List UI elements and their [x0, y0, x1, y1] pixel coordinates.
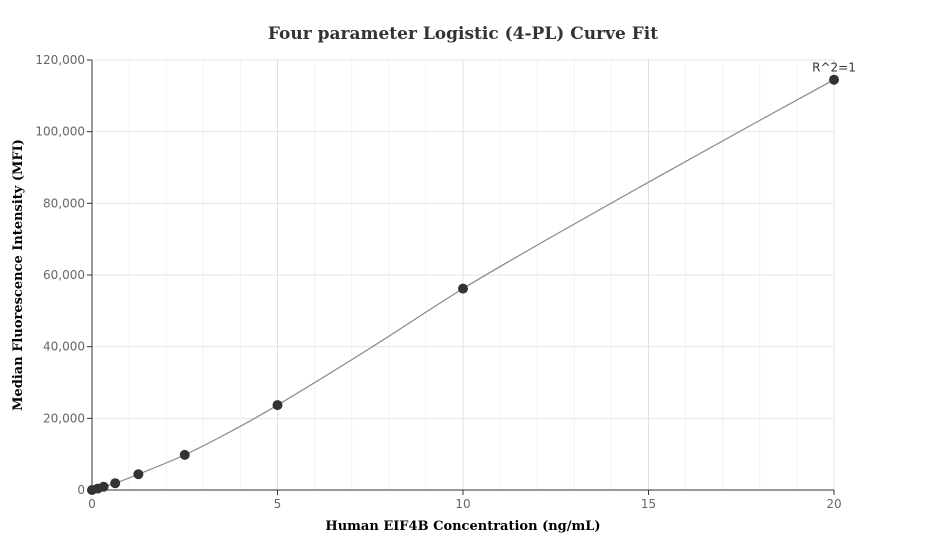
- x-tick-label: 20: [826, 497, 841, 511]
- x-tick-label: 10: [455, 497, 470, 511]
- x-tick-label: 15: [641, 497, 656, 511]
- x-tick-label: 0: [88, 497, 96, 511]
- tick-labels: 0 5 10 15 20 0 20,000 40,000 60,000 80,000 100,000…: [35, 53, 841, 511]
- data-point[interactable]: [179, 449, 190, 460]
- y-tick-label: 0: [77, 483, 85, 497]
- data-point[interactable]: [458, 283, 468, 294]
- y-tick-label: 40,000: [43, 340, 85, 354]
- y-axis-title: Median Fluorescence Intensity (MFI): [11, 139, 26, 411]
- y-tick-label: 120,000: [35, 53, 85, 67]
- data-point[interactable]: [133, 469, 144, 480]
- chart-title: Four parameter Logistic (4-PL) Curve Fit: [268, 24, 658, 44]
- y-tick-label: 60,000: [43, 268, 85, 282]
- y-tick-label: 100,000: [35, 125, 85, 139]
- r-squared-annotation: R^2=1: [812, 61, 856, 75]
- data-point[interactable]: [98, 481, 109, 492]
- y-tick-label: 20,000: [43, 411, 85, 425]
- data-point[interactable]: [272, 400, 283, 411]
- data-point[interactable]: [110, 478, 121, 489]
- x-tick-label: 5: [274, 497, 282, 511]
- axes: [87, 59, 835, 495]
- y-tick-label: 80,000: [43, 196, 85, 210]
- grid: [91, 59, 835, 490]
- data-points: [87, 74, 839, 495]
- data-point[interactable]: [829, 74, 839, 85]
- x-axis-title: Human EIF4B Concentration (ng/mL): [325, 519, 600, 534]
